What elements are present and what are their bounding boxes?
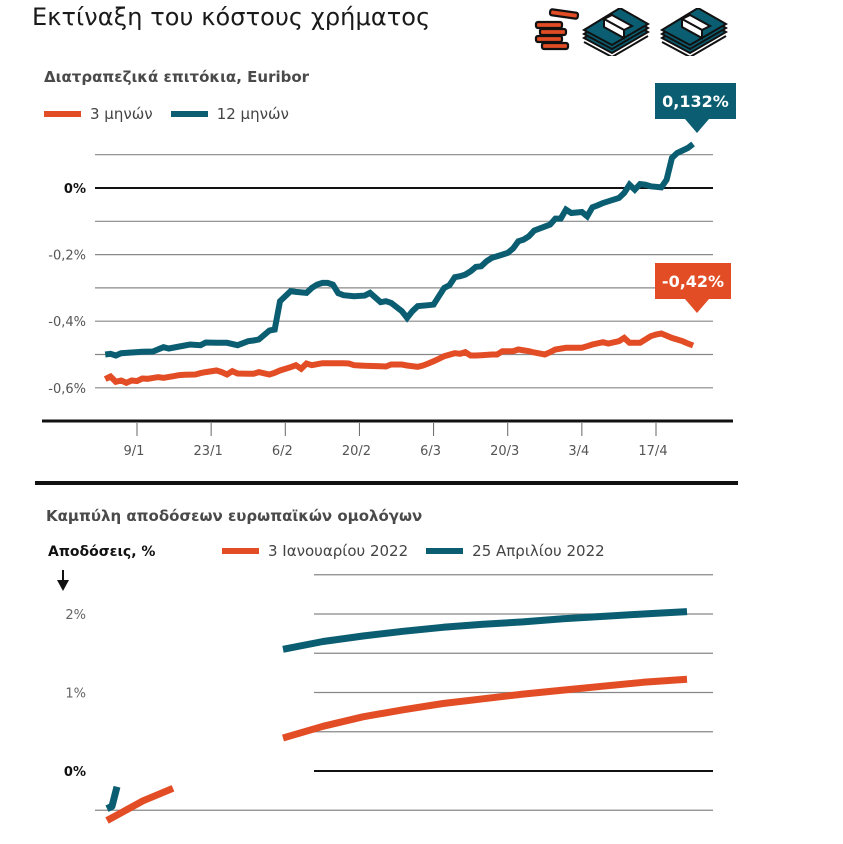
coins-stack-icon: [534, 8, 580, 51]
series-line-12m: [104, 141, 695, 359]
y-tick-label: -0,6%: [48, 382, 86, 397]
callout-text: 0,132%: [662, 92, 729, 111]
series-line-apr-2022: [282, 608, 688, 653]
banknote-stack-icon: [581, 8, 650, 56]
y-tick-label: -0,4%: [48, 315, 86, 330]
x-tick-label: 9/1: [124, 444, 145, 459]
series-line-jan-2022: [282, 675, 688, 742]
end-label-12m: 0,132%: [655, 83, 736, 133]
callout-box: [655, 83, 736, 133]
legend-label-jan: 3 Ιανουαρίου 2022: [268, 542, 409, 560]
y-tick-label: -0,2%: [48, 249, 86, 264]
section-divider: [35, 481, 738, 485]
x-tick-label: 3/4: [568, 444, 589, 459]
y-tick-label: 0%: [64, 765, 86, 780]
x-tick-label: 20/2: [342, 444, 371, 459]
chart2-ylabel: Αποδόσεις, %: [48, 544, 156, 560]
legend-swatch-3m: [44, 111, 81, 117]
x-tick-label: 6/3: [420, 444, 441, 459]
legend-label-3m: 3 μηνών: [90, 105, 153, 123]
series-line-jan-2022: [105, 785, 175, 824]
header-icons: [534, 8, 728, 56]
banknote-stack-icon: [659, 8, 728, 56]
x-tick-label: 17/4: [638, 444, 667, 459]
x-tick-label: 6/2: [272, 444, 293, 459]
chart1-legend: 3 μηνών 12 μηνών: [44, 105, 307, 123]
y-tick-label: 2%: [65, 608, 86, 623]
y-tick-label: 0%: [64, 182, 86, 197]
series-line-3m: [103, 330, 695, 387]
legend-swatch-apr: [426, 548, 464, 554]
page-title: Εκτίναξη του κόστους χρήματος: [32, 3, 431, 31]
callout-box: [655, 263, 731, 313]
chart2-title: Καμπύλη αποδόσεων ευρωπαϊκών ομολόγων: [46, 507, 423, 525]
end-label-3m: -0,42%: [655, 263, 731, 313]
legend-swatch-12m: [170, 111, 208, 117]
down-arrow-icon: [57, 570, 69, 591]
y-tick-label: 1%: [65, 687, 86, 702]
callout-text: -0,42%: [662, 272, 724, 291]
chart2-legend: 3 Ιανουαρίου 2022 25 Απριλίου 2022: [222, 542, 623, 560]
legend-label-apr: 25 Απριλίου 2022: [472, 542, 605, 560]
legend-swatch-jan: [222, 548, 259, 554]
chart1-title: Διατραπεζικά επιτόκια, Euribor: [44, 68, 310, 86]
series-line-apr-2022: [105, 785, 121, 812]
euribor-chart: 0% -0,2% -0,4% -0,6% 9/1 23/1 6/2 20/2 6/3 20/3 3/…: [42, 83, 736, 459]
x-tick-label: 20/3: [490, 444, 519, 459]
legend-label-12m: 12 μηνών: [216, 105, 289, 123]
x-tick-label: 23/1: [194, 444, 223, 459]
